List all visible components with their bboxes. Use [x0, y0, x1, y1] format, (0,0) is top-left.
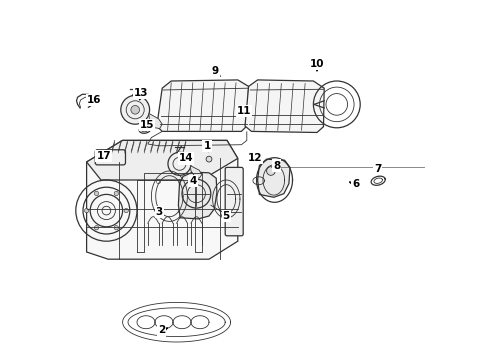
FancyBboxPatch shape [225, 167, 243, 236]
Text: 12: 12 [248, 153, 262, 163]
Circle shape [131, 105, 140, 114]
Circle shape [206, 156, 212, 162]
Polygon shape [190, 166, 202, 178]
Text: 11: 11 [237, 106, 251, 116]
Polygon shape [178, 172, 217, 219]
Circle shape [95, 226, 98, 230]
Text: 4: 4 [190, 176, 197, 186]
Polygon shape [157, 80, 248, 131]
Text: 17: 17 [97, 151, 111, 161]
Circle shape [121, 95, 149, 124]
Text: 16: 16 [87, 95, 102, 105]
Text: 15: 15 [140, 120, 154, 130]
Polygon shape [87, 140, 238, 180]
Circle shape [168, 152, 191, 175]
Circle shape [267, 167, 275, 175]
Text: 2: 2 [158, 325, 165, 336]
Text: 3: 3 [156, 207, 163, 217]
Circle shape [114, 226, 119, 230]
Circle shape [114, 191, 119, 195]
Text: 1: 1 [203, 141, 211, 151]
Polygon shape [149, 113, 162, 129]
Text: 9: 9 [212, 66, 219, 76]
Text: 13: 13 [134, 88, 148, 98]
FancyBboxPatch shape [95, 150, 125, 165]
Circle shape [124, 208, 128, 213]
Polygon shape [87, 140, 238, 259]
Circle shape [95, 191, 98, 195]
Text: 7: 7 [374, 164, 381, 174]
Text: 6: 6 [352, 179, 360, 189]
Polygon shape [245, 80, 324, 132]
Polygon shape [258, 159, 290, 197]
Text: 14: 14 [179, 153, 193, 163]
Text: 8: 8 [273, 161, 280, 171]
Text: 5: 5 [222, 211, 230, 221]
Circle shape [84, 208, 89, 213]
Text: 10: 10 [310, 59, 324, 69]
